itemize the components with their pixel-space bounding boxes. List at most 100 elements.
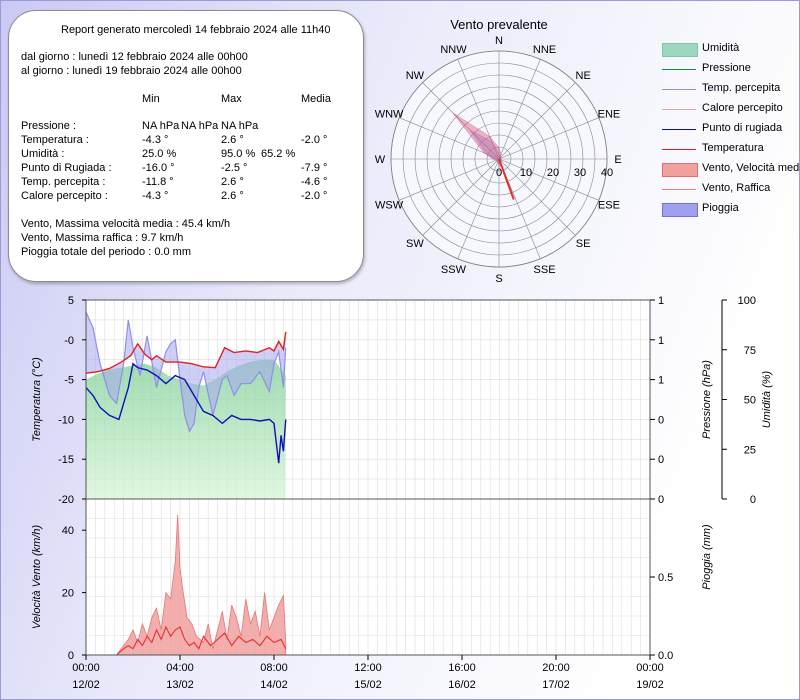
wind-rose-title: Vento prevalente [450, 17, 548, 32]
legend-label: Punto di rugiada [702, 122, 783, 134]
legend-label: Umidità [702, 42, 740, 54]
y-tick-label: 20 [62, 588, 74, 600]
row-min: 25.0 % [142, 148, 177, 160]
y3-tick-label: 25 [744, 444, 756, 456]
wind-rose-spoke [399, 117, 500, 160]
legend-swatch [662, 149, 696, 150]
y-tick-label: -10 [58, 414, 74, 426]
y-tick-label: 0 [68, 650, 74, 662]
y3-tick-label: 100 [738, 295, 756, 307]
row-avg: NA hPa [221, 120, 259, 132]
legend-swatch [662, 109, 696, 110]
legend-swatch [662, 203, 698, 217]
wind-rose-direction-label: SE [576, 238, 591, 250]
row-label: Temp. percepita : [21, 176, 106, 188]
row-label: Pressione : [21, 120, 77, 132]
report-summary-panel: Report generato mercoledì 14 febbraio 20… [8, 10, 364, 282]
row-avg: 65.2 % [261, 148, 296, 160]
wind-rose-spoke [498, 158, 599, 201]
legend-label: Vento, Raffica [702, 182, 771, 194]
x-tick-label-time: 20:00 [542, 662, 570, 674]
y-tick-label: -15 [58, 454, 74, 466]
wind-rose-spoke [422, 158, 500, 236]
row-min: -4.3 ° [142, 190, 169, 202]
y2-tick-label: 0 [658, 494, 664, 506]
wind-rose-direction-label: N [495, 35, 503, 47]
footer-max-gust: Vento, Massima raffica : 9.7 km/h [21, 232, 184, 244]
row-avg: -7.9 ° [301, 162, 328, 174]
wind-rose-spoke [399, 158, 500, 201]
y3-tick-label: 50 [744, 395, 756, 407]
wind-rose-direction-label: NNW [440, 44, 467, 56]
header-max: Max [221, 93, 242, 105]
wind-rose-spoke [498, 117, 599, 160]
legend-item: Calore percepito [660, 100, 800, 120]
row-min: NA hPa [142, 120, 180, 132]
legend-swatch [662, 69, 696, 70]
y2-tick-label: 1 [658, 335, 664, 347]
series-line-wind-gust [116, 625, 287, 656]
series-line-temperature [85, 331, 287, 374]
legend-swatch [662, 43, 698, 57]
wind-rose-direction-label: E [614, 154, 621, 166]
legend-label: Pioggia [702, 202, 739, 214]
y3-tick-label: 0 [750, 494, 756, 506]
wind-rose-spoke [498, 59, 541, 160]
legend-item: Vento, Raffica [660, 180, 800, 200]
y2-tick-label: 0.0 [658, 650, 673, 662]
legend-label: Pressione [702, 62, 751, 74]
series-line-feels-like [85, 311, 287, 433]
report-title: Report generato mercoledì 14 febbraio 20… [61, 24, 331, 36]
x-tick-label-date: 16/02 [448, 679, 476, 691]
wind-rose-direction-label: NW [406, 70, 425, 82]
wind-rose-direction-label: SSW [441, 264, 467, 276]
legend-swatch [662, 163, 698, 177]
wind-rose-rain-area [470, 130, 502, 166]
legend-swatch [662, 129, 696, 130]
y-tick-label: -0 [64, 335, 74, 347]
wind-rose-spoke [498, 82, 576, 160]
wind-rose-direction-label: S [495, 273, 502, 285]
wind-rose-radial-label: 30 [574, 167, 586, 179]
y-tick-label: 5 [68, 295, 74, 307]
wind-rose-direction-label: NE [576, 70, 591, 82]
x-tick-label-time: 00:00 [72, 662, 100, 674]
row-min: -16.0 ° [142, 162, 175, 174]
header-min: Min [142, 93, 160, 105]
y-tick-label: 40 [62, 525, 74, 537]
x-tick-label-time: 04:00 [166, 662, 194, 674]
y2-tick-label: 0 [658, 454, 664, 466]
x-tick-label-time: 16:00 [448, 662, 476, 674]
y2-tick-label: 1 [658, 295, 664, 307]
x-tick-label-date: 19/02 [636, 679, 664, 691]
row-label: Temperatura : [21, 134, 89, 146]
row-label: Calore percepito : [21, 190, 108, 202]
y-axis-title-humidity: Umidità (%) [761, 370, 773, 428]
footer-max-avg-wind: Vento, Massima velocità media : 45.4 km/… [21, 218, 231, 230]
row-label: Punto di Rugiada : [21, 162, 112, 174]
chart-legend: Umidità Pressione Temp. percepita Calore pe… [660, 40, 800, 220]
x-tick-label-date: 15/02 [354, 679, 382, 691]
y2-tick-label: 1 [658, 375, 664, 387]
legend-item: Pressione [660, 60, 800, 80]
y-tick-label: -5 [64, 375, 74, 387]
wind-rose-average-area [452, 112, 503, 169]
row-max: 2.6 ° [221, 134, 244, 146]
wind-rose-radial-label: 10 [520, 167, 532, 179]
legend-item: Punto di rugiada [660, 120, 800, 140]
x-tick-label-date: 17/02 [542, 679, 570, 691]
y3-tick-label: 75 [744, 345, 756, 357]
legend-swatch [662, 89, 696, 90]
legend-label: Vento, Velocità media [702, 162, 800, 174]
wind-rose-radial-label: 40 [601, 167, 613, 179]
y-axis-title-pressure: Pressione (hPa) [701, 360, 713, 439]
report-from-date: dal giorno : lunedì 12 febbraio 2024 all… [21, 51, 248, 63]
x-tick-label-date: 13/02 [166, 679, 194, 691]
y2-tick-label: 0.5 [658, 572, 673, 584]
wind-rose-spoke [457, 158, 500, 259]
row-min: -11.8 ° [142, 176, 174, 188]
legend-label: Temperatura [702, 142, 764, 154]
wind-rose-direction-label: SW [406, 238, 424, 250]
series-line-dew-point [85, 362, 287, 464]
